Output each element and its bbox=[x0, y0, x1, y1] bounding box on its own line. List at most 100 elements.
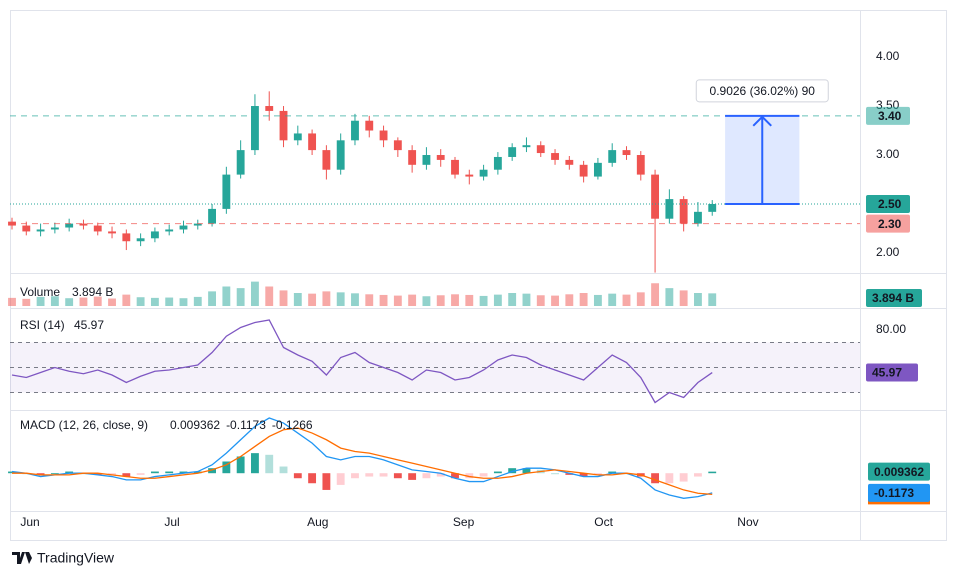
volume-bar bbox=[136, 297, 145, 306]
candle-body bbox=[79, 223, 88, 226]
candle-body bbox=[136, 238, 145, 242]
candle-body bbox=[150, 231, 159, 239]
volume-bar bbox=[265, 286, 274, 306]
candle-body bbox=[179, 225, 188, 230]
histogram-bar bbox=[150, 471, 159, 474]
level-badge-label: 3.40 bbox=[878, 109, 902, 123]
volume-bar bbox=[636, 292, 645, 306]
volume-bar bbox=[551, 295, 559, 306]
candle-body bbox=[93, 225, 102, 232]
volume-bar bbox=[108, 298, 116, 306]
macd-line bbox=[11, 417, 713, 499]
volume-bar bbox=[408, 294, 417, 306]
histogram-bar bbox=[694, 473, 702, 477]
candle-body bbox=[122, 233, 131, 242]
histogram-bar bbox=[508, 468, 517, 474]
x-tick-label: Jul bbox=[164, 515, 179, 529]
candle-body bbox=[351, 120, 359, 141]
volume-bar bbox=[436, 295, 445, 306]
y-tick-label: 3.00 bbox=[876, 147, 900, 161]
x-tick-label: Jun bbox=[20, 515, 39, 529]
y-tick-label: 2.00 bbox=[876, 245, 900, 259]
x-tick-label: Sep bbox=[453, 515, 475, 529]
histogram-bar bbox=[579, 473, 588, 477]
candle-body bbox=[36, 229, 45, 232]
price-badge-label: 45.97 bbox=[872, 366, 902, 380]
volume-bar bbox=[222, 286, 231, 306]
volume-bar bbox=[536, 295, 545, 306]
histogram-bar bbox=[179, 471, 188, 474]
histogram-bar bbox=[436, 473, 445, 477]
pane-title: RSI (14) bbox=[20, 318, 65, 332]
price-badge bbox=[866, 289, 922, 307]
candle-body bbox=[408, 150, 417, 165]
volume-bar bbox=[579, 293, 588, 306]
volume-bar bbox=[36, 296, 45, 306]
candle-body bbox=[236, 150, 245, 175]
histogram-bar bbox=[479, 473, 488, 477]
volume-bar bbox=[251, 281, 259, 306]
volume-bar bbox=[50, 296, 59, 306]
pane-value: 0.009362 bbox=[170, 418, 220, 432]
histogram-bar bbox=[208, 468, 216, 474]
histogram-bar bbox=[293, 473, 302, 479]
volume-bar bbox=[608, 293, 617, 306]
histogram-bar bbox=[679, 473, 688, 482]
histogram-bar bbox=[593, 473, 602, 475]
candle-body bbox=[336, 140, 345, 170]
histogram-bar bbox=[251, 453, 259, 474]
y-tick-label: 80.00 bbox=[876, 322, 906, 336]
candle-body bbox=[451, 159, 459, 175]
candle-body bbox=[565, 159, 574, 165]
candle-body bbox=[508, 147, 517, 157]
level-badge-label: 2.30 bbox=[878, 217, 902, 231]
volume-bar bbox=[451, 294, 459, 306]
candle-body bbox=[322, 150, 331, 170]
pane-title: Volume bbox=[20, 285, 60, 299]
pane-value: -0.1173 bbox=[226, 418, 266, 432]
rsi-line bbox=[11, 319, 713, 404]
candle-body bbox=[279, 110, 288, 141]
x-tick-label: Aug bbox=[307, 515, 328, 529]
histogram-bar bbox=[379, 473, 388, 477]
candle-body bbox=[579, 164, 588, 177]
volume-bar bbox=[279, 290, 288, 306]
candle-body bbox=[208, 208, 216, 224]
candle-body bbox=[308, 133, 317, 151]
volume-bar bbox=[465, 294, 474, 306]
volume-bar bbox=[522, 293, 531, 306]
volume-bar bbox=[651, 283, 660, 306]
candle-body bbox=[479, 169, 488, 177]
volume-bar bbox=[393, 295, 402, 306]
histogram-bar bbox=[493, 471, 502, 474]
candle-body bbox=[608, 150, 617, 163]
price-badge-label: 3.894 B bbox=[872, 291, 914, 305]
volume-bar bbox=[8, 297, 16, 306]
candle-body bbox=[222, 174, 231, 209]
candle-body bbox=[108, 231, 116, 234]
volume-bar bbox=[622, 294, 631, 306]
histogram-bar bbox=[336, 473, 345, 485]
candle-body bbox=[379, 130, 388, 141]
histogram-bar bbox=[193, 471, 202, 474]
price-badge bbox=[866, 363, 918, 382]
candle-body bbox=[165, 229, 174, 232]
candle-body bbox=[679, 199, 688, 224]
candle-body bbox=[694, 211, 702, 224]
pane-value: 45.97 bbox=[74, 318, 104, 332]
volume-bar bbox=[665, 288, 674, 306]
histogram-bar bbox=[608, 471, 617, 474]
candle-body bbox=[651, 174, 660, 219]
macd-badge-label: -0.1173 bbox=[874, 486, 914, 500]
candle-body bbox=[665, 199, 674, 219]
histogram-bar bbox=[36, 473, 45, 475]
volume-bar bbox=[708, 293, 717, 306]
volume-bar bbox=[193, 296, 202, 306]
candle-body bbox=[251, 106, 259, 151]
volume-bar bbox=[165, 297, 174, 306]
candle-body bbox=[622, 150, 631, 156]
volume-bar bbox=[208, 291, 216, 306]
histogram-bar bbox=[50, 473, 59, 475]
histogram-bar bbox=[265, 454, 274, 474]
measure-arrow bbox=[752, 115, 772, 205]
